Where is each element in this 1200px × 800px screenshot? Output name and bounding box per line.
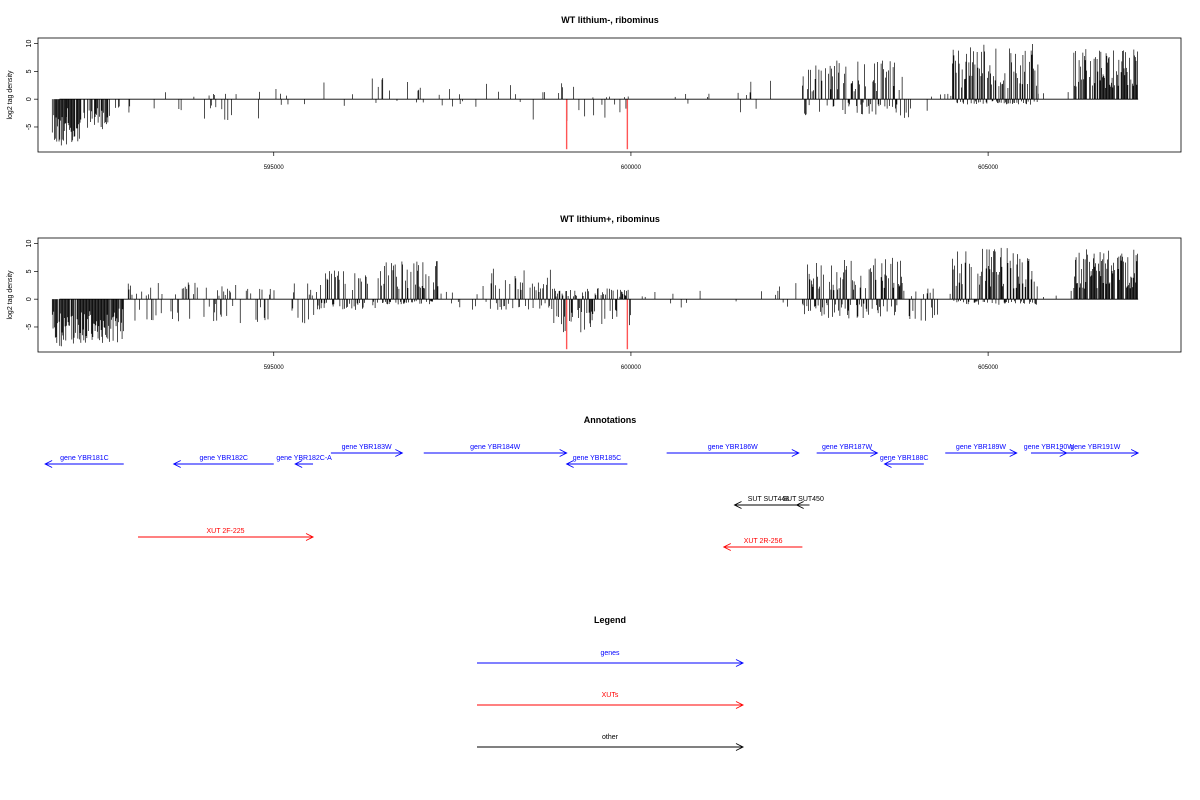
- feature-arrow: [423, 449, 568, 457]
- highlight-bars: [565, 99, 629, 150]
- annotations-title: Annotations: [584, 415, 637, 425]
- feature-arrow: [795, 501, 810, 509]
- y-tick-label: 0: [26, 97, 33, 101]
- panel-title: WT lithium+, ribominus: [560, 214, 660, 224]
- y-tick-label: 10: [26, 240, 33, 248]
- legend-title: Legend: [594, 615, 626, 625]
- y-axis-label: log2 tag density: [7, 70, 14, 120]
- feature-label: gene YBR185C: [573, 455, 622, 462]
- x-tick-label: 605000: [978, 165, 999, 171]
- feature-arrow: [816, 449, 879, 457]
- feature-arrow: [666, 449, 800, 457]
- x-tick-label: 595000: [264, 365, 285, 371]
- feature-arrow: [945, 449, 1018, 457]
- legend: Legend genes XUTs other: [477, 615, 745, 751]
- feature-label: gene YBR188C: [880, 455, 929, 462]
- y-tick-label: -5: [26, 124, 33, 130]
- track-panel-lithium-minus: WT lithium-, ribominus log2 tag density …: [7, 15, 1182, 171]
- highlight-bars: [565, 299, 629, 350]
- y-axis: -5 0 5 10: [26, 240, 38, 330]
- feature-label: XUT 2R-256: [744, 538, 783, 545]
- feature-label: XUT 2F-225: [207, 528, 245, 535]
- y-axis-label: log2 tag density: [7, 270, 14, 320]
- legend-label: other: [602, 734, 619, 741]
- feature-arrow: [733, 501, 803, 509]
- feature-arrow: [44, 460, 124, 468]
- feature-arrow: [172, 460, 274, 468]
- feature-list: gene YBR181C gene YBR182C gene YBR182C-A ge…: [44, 444, 1140, 551]
- feature-label: gene YBR190W: [1024, 444, 1074, 451]
- y-tick-label: -5: [26, 324, 33, 330]
- x-tick-label: 595000: [264, 165, 285, 171]
- legend-arrow: [477, 701, 745, 709]
- density-bars: [51, 43, 1138, 146]
- feature-arrow: [722, 543, 803, 551]
- x-tick-label: 600000: [621, 165, 642, 171]
- feature-label: gene YBR187W: [822, 444, 872, 451]
- legend-label: XUTs: [602, 692, 619, 699]
- feature-label: gene YBR186W: [708, 444, 758, 451]
- feature-label: gene YBR182C: [199, 455, 248, 462]
- track-panel-lithium-plus: WT lithium+, ribominus log2 tag density …: [7, 214, 1182, 371]
- annotations-panel: Annotations gene YBR181C gene YBR182C gene…: [44, 415, 1140, 551]
- feature-arrow: [294, 460, 314, 468]
- feature-label: gene YBR191W: [1070, 444, 1120, 451]
- feature-label: gene YBR184W: [470, 444, 520, 451]
- plot-frame: [37, 37, 1182, 153]
- y-axis: -5 0 5 10: [26, 40, 38, 130]
- x-axis: 595000 600000 605000: [264, 352, 999, 371]
- x-axis: 595000 600000 605000: [264, 152, 999, 171]
- density-bars: [51, 247, 1138, 347]
- x-tick-label: 600000: [621, 365, 642, 371]
- feature-label: gene YBR183W: [342, 444, 392, 451]
- feature-label: gene YBR182C-A: [276, 455, 332, 462]
- feature-label: gene YBR181C: [60, 455, 109, 462]
- feature-arrow: [565, 460, 628, 468]
- legend-items: genes XUTs other: [477, 650, 745, 751]
- x-tick-label: 605000: [978, 365, 999, 371]
- legend-arrow: [477, 659, 745, 667]
- feature-label: SUT SUT448: [748, 496, 790, 503]
- feature-arrow: [1052, 449, 1140, 457]
- y-tick-label: 10: [26, 40, 33, 48]
- y-tick-label: 5: [26, 69, 33, 73]
- feature-label: gene YBR189W: [956, 444, 1006, 451]
- feature-arrow: [138, 533, 315, 541]
- panel-title: WT lithium-, ribominus: [561, 15, 659, 25]
- feature-arrow: [330, 449, 404, 457]
- feature-label: SUT SUT450: [782, 496, 824, 503]
- y-tick-label: 0: [26, 297, 33, 301]
- y-tick-label: 5: [26, 269, 33, 273]
- feature-arrow: [883, 460, 924, 468]
- plot-frame: [37, 237, 1182, 353]
- legend-arrow: [477, 743, 745, 751]
- legend-label: genes: [600, 650, 620, 657]
